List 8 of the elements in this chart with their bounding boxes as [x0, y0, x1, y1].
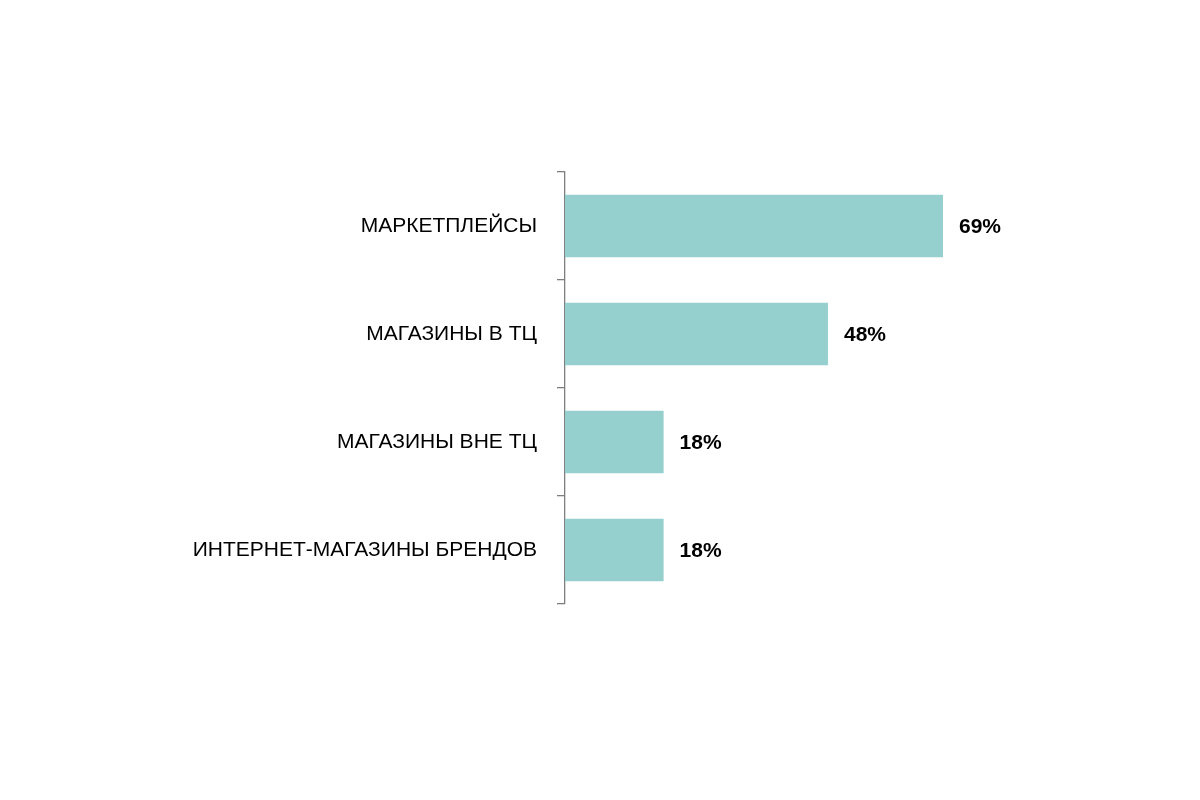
data-label: 18%: [679, 537, 722, 561]
data-label: 69%: [959, 213, 1002, 237]
y-tick-label: МАРКЕТПЛЕЙСЫ: [360, 212, 537, 236]
y-tick-label: МАГАЗИНЫ ВНЕ ТЦ: [337, 428, 538, 452]
y-tick-label: ИНТЕРНЕТ-МАГАЗИНЫ БРЕНДОВ: [192, 536, 537, 560]
y-tick-label: МАГАЗИНЫ В ТЦ: [366, 320, 538, 344]
data-label: 48%: [843, 321, 887, 345]
data-label: 18%: [679, 429, 722, 453]
